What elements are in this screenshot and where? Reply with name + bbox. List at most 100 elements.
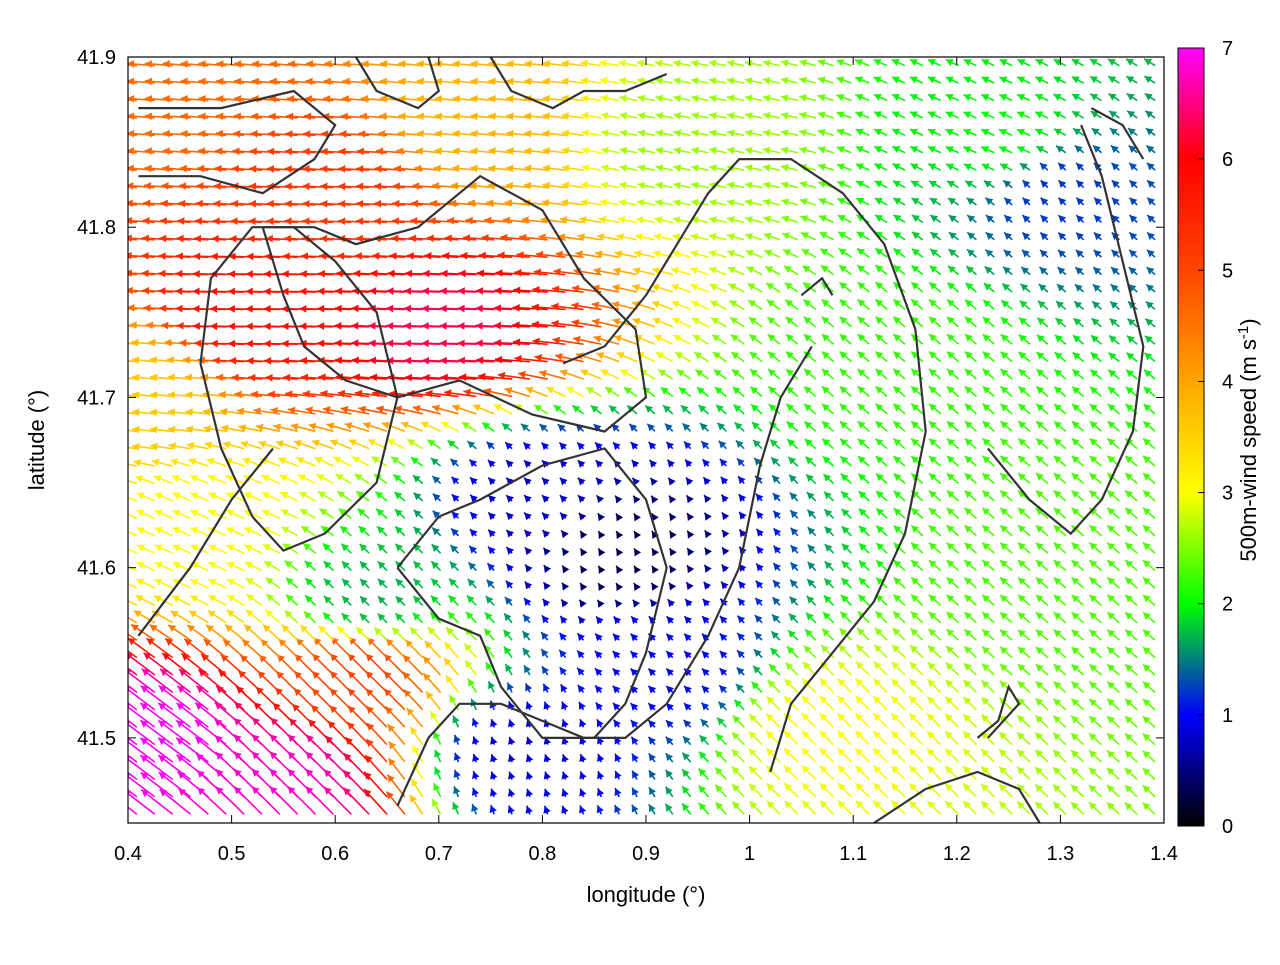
wind-arrow: [875, 628, 887, 640]
wind-arrow-head: [150, 408, 157, 416]
wind-arrow: [1125, 716, 1137, 727]
wind-arrow: [206, 625, 226, 640]
wind-arrow: [667, 460, 674, 468]
wind-arrow-head: [631, 634, 639, 642]
wind-arrow-head: [523, 442, 531, 450]
wind-arrow: [333, 457, 351, 466]
wind-arrow: [613, 668, 621, 676]
wind-arrow-head: [251, 391, 258, 399]
wind-arrow: [579, 719, 586, 727]
wind-arrow: [648, 651, 656, 659]
wind-arrow: [876, 526, 887, 536]
wind-arrow: [559, 650, 566, 658]
wind-arrow: [615, 788, 622, 797]
wind-arrow: [378, 579, 387, 588]
wind-arrow: [1018, 560, 1030, 570]
wind-arrow: [277, 655, 298, 675]
wind-arrow: [838, 801, 852, 815]
wind-arrow: [947, 386, 959, 396]
wind-arrow: [508, 806, 515, 815]
wind-arrow-head: [525, 581, 532, 589]
wind-arrow: [632, 805, 639, 815]
wind-arrow: [441, 422, 458, 431]
wind-arrow-head: [652, 566, 659, 574]
wind-arrow: [893, 352, 905, 362]
wind-arrow-head: [731, 335, 739, 342]
wind-arrow-head: [705, 513, 712, 521]
wind-arrow: [434, 750, 441, 762]
wind-arrow: [490, 789, 497, 797]
wind-arrow: [286, 595, 298, 606]
wind-arrow: [413, 613, 423, 623]
wind-arrow: [946, 663, 959, 675]
wind-arrow: [686, 478, 693, 486]
wind-arrow: [171, 611, 191, 623]
wind-arrow: [1143, 630, 1155, 640]
wind-arrow-head: [194, 339, 201, 347]
wind-arrow-head: [596, 460, 604, 468]
wind-arrow-head: [476, 339, 483, 347]
wind-arrow-head: [505, 387, 513, 394]
wind-arrow: [807, 492, 816, 501]
wind-arrow-head: [457, 322, 464, 330]
wind-arrow: [752, 682, 763, 693]
wind-arrow: [616, 566, 623, 574]
wind-arrow: [820, 766, 834, 780]
wind-arrow: [1073, 352, 1084, 361]
wind-arrow: [964, 629, 976, 640]
wind-arrow-head: [616, 566, 623, 574]
wind-arrow: [1018, 508, 1030, 518]
wind-arrow: [767, 317, 780, 327]
wind-arrow-head: [488, 530, 496, 538]
wind-arrow: [544, 702, 551, 710]
wind-arrow: [859, 578, 870, 588]
wind-arrow-head: [580, 548, 587, 556]
wind-arrow: [542, 666, 549, 675]
wind-arrow: [875, 369, 887, 379]
wind-arrow: [876, 508, 887, 518]
wind-arrow: [756, 564, 763, 572]
wind-arrow: [875, 404, 887, 414]
wind-arrow: [414, 527, 423, 536]
wind-arrow: [983, 352, 995, 362]
wind-arrow: [1036, 473, 1048, 483]
wind-arrow-head: [666, 787, 673, 795]
wind-arrow-head: [391, 457, 399, 464]
wind-arrow: [670, 548, 677, 556]
wind-arrow-head: [282, 357, 289, 365]
wind-arrow-head: [179, 339, 186, 347]
wind-arrow: [433, 731, 440, 744]
wind-arrow-head: [411, 457, 419, 464]
wind-arrow: [423, 673, 440, 692]
wind-arrow: [1125, 785, 1137, 797]
wind-arrow-head: [119, 510, 127, 517]
wind-arrow: [446, 676, 459, 693]
wind-arrow: [927, 731, 941, 745]
wind-arrow: [687, 495, 694, 503]
wind-arrow-head: [475, 322, 482, 330]
wind-arrow: [596, 616, 603, 624]
wind-arrow: [375, 492, 387, 501]
wind-arrow: [487, 563, 495, 571]
wind-arrow: [947, 577, 959, 587]
wind-arrow-head: [506, 460, 514, 468]
wind-vector-field: [105, 59, 1155, 814]
wind-arrow: [894, 474, 905, 484]
wind-arrow: [893, 456, 905, 466]
wind-arrow-head: [211, 340, 218, 348]
wind-arrow-head: [670, 531, 677, 539]
wind-arrow: [1054, 543, 1066, 553]
wind-arrow: [1072, 578, 1084, 588]
wind-arrow: [784, 731, 798, 745]
wind-arrow: [560, 633, 567, 641]
wind-arrow: [1125, 733, 1137, 744]
wind-arrow: [1107, 491, 1119, 501]
wind-arrow-head: [318, 373, 325, 381]
wind-arrow: [757, 529, 764, 537]
wind-arrow: [525, 683, 532, 692]
wind-arrow-head: [241, 441, 249, 448]
wind-arrow: [281, 509, 298, 518]
wind-arrow: [285, 561, 298, 571]
wind-arrow: [786, 663, 798, 675]
